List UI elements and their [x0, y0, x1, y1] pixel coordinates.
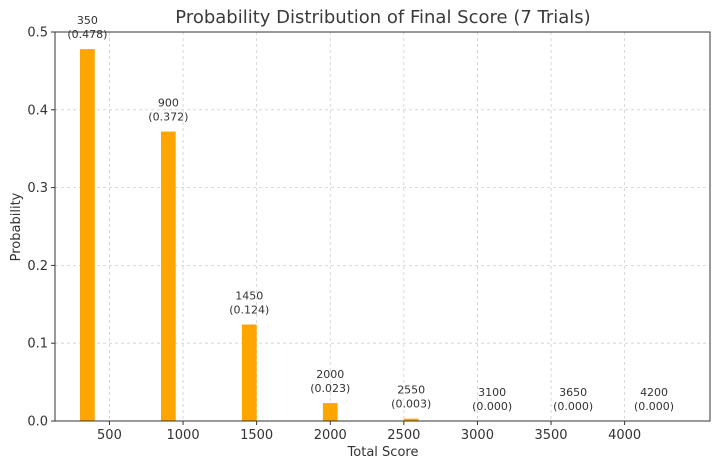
y-tick-label: 0.0: [27, 415, 48, 430]
y-tick-label: 0.1: [27, 337, 48, 352]
data-label-score: 3100: [478, 386, 506, 399]
data-label-score: 900: [158, 97, 179, 110]
bars: [80, 49, 419, 422]
data-label-score: 2000: [316, 368, 344, 381]
data-label-probability: (0.003): [391, 398, 431, 411]
data-label-score: 4200: [640, 386, 668, 399]
x-tick-label: 4000: [608, 428, 641, 443]
plot-frame: [54, 31, 711, 422]
y-axis-label: Probability: [9, 192, 24, 261]
x-tick-label: 2000: [314, 428, 347, 443]
bar-2550: [403, 418, 419, 421]
bar-900: [160, 131, 176, 422]
data-label-probability: (0.372): [148, 111, 188, 124]
data-label-score: 1450: [235, 290, 263, 303]
y-tick-label: 0.4: [27, 103, 48, 118]
data-label-probability: (0.000): [634, 400, 674, 413]
axes: 500 1000 1500 2000 2500 3000 3500 4000 0.0 0.1 0.2…: [27, 26, 711, 443]
x-tick-label: 2500: [387, 428, 420, 443]
bar-2000: [322, 403, 338, 421]
data-labels: 350(0.478) 900(0.372) 1450(0.124) 2000(0.02…: [67, 14, 674, 413]
data-label-score: 3650: [559, 386, 587, 399]
bar-350: [80, 49, 95, 422]
x-tick-label: 1000: [167, 428, 200, 443]
x-axis-label: Total Score: [347, 445, 419, 460]
y-tick-label: 0.3: [27, 181, 48, 196]
data-label-score: 350: [77, 14, 98, 27]
chart-title: Probability Distribution of Final Score …: [175, 7, 590, 28]
y-tick-label: 0.5: [27, 26, 48, 41]
data-label-probability: (0.124): [229, 304, 269, 317]
x-tick-label: 1500: [240, 428, 273, 443]
data-label-score: 2550: [397, 384, 425, 397]
x-tick-label: 3500: [534, 428, 567, 443]
x-tick-label: 500: [97, 428, 122, 443]
y-tick-label: 0.2: [27, 259, 48, 274]
x-tick-label: 3000: [461, 428, 494, 443]
data-label-probability: (0.478): [67, 28, 107, 41]
data-label-probability: (0.000): [553, 400, 593, 413]
bar-1450: [241, 324, 257, 421]
data-label-probability: (0.023): [310, 382, 350, 395]
grid-lines: [55, 31, 710, 422]
data-label-probability: (0.000): [472, 400, 512, 413]
